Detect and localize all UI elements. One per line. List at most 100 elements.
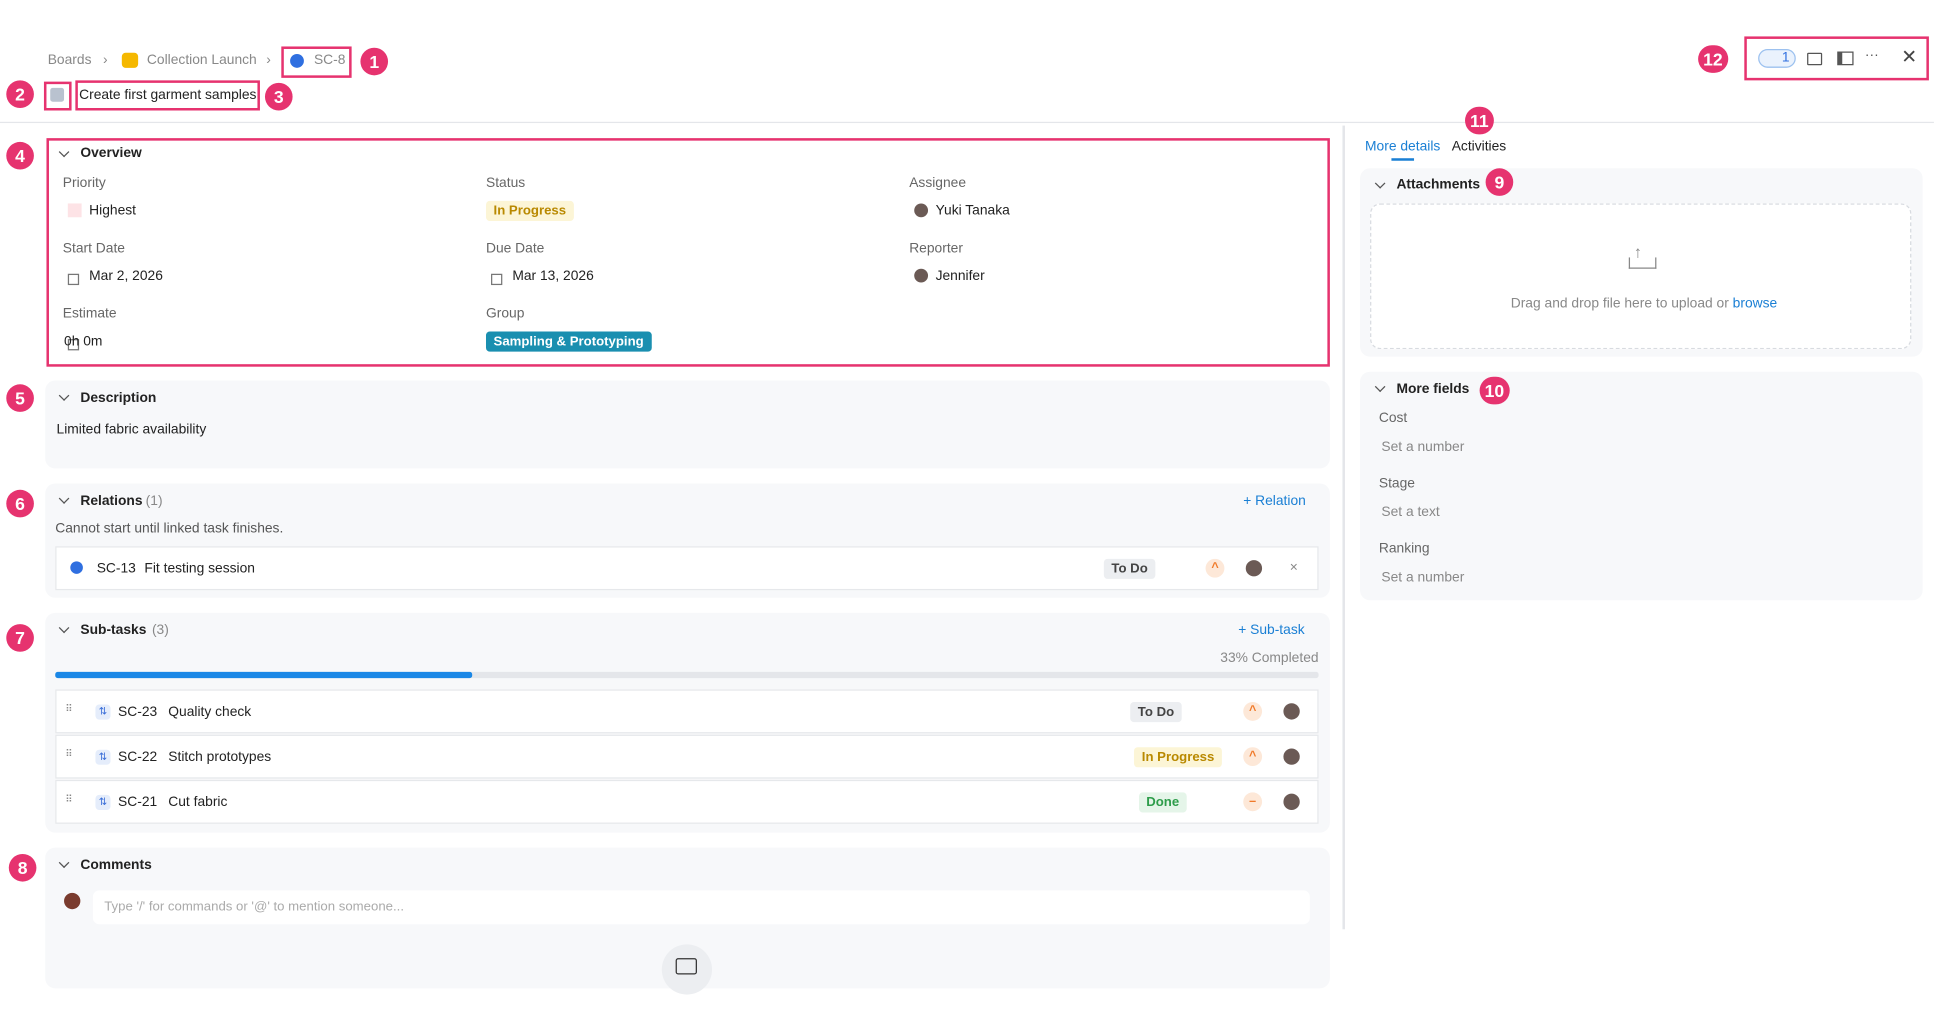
section-heading: Overview xyxy=(80,145,142,161)
sep: › xyxy=(102,52,108,68)
browse-link[interactable]: browse xyxy=(1732,296,1778,312)
subtask-row[interactable]: ⠿ ⇅ SC-22 Stitch prototypes In Progress ^ xyxy=(55,734,1319,779)
task-key: SC-22 xyxy=(118,749,158,765)
task-name: Cut fabric xyxy=(168,794,228,810)
priority-icon: ^ xyxy=(1243,747,1263,767)
avatar xyxy=(1283,793,1300,810)
annotation-badge: 9 xyxy=(1485,168,1514,196)
relations-note: Cannot start until linked task finishes. xyxy=(55,521,284,537)
task-title[interactable]: Create first garment samples xyxy=(79,87,257,103)
field-value[interactable]: Mar 13, 2026 xyxy=(512,268,594,284)
progress-track xyxy=(55,671,1319,679)
subtask-icon: ⇅ xyxy=(95,794,111,810)
breadcrumb[interactable]: SC-8 xyxy=(313,52,346,68)
subtask-icon: ⇅ xyxy=(95,749,111,765)
divider xyxy=(0,121,1934,124)
field-label: Group xyxy=(485,306,525,322)
subtask-row[interactable]: ⠿ ⇅ SC-21 Cut fabric Done – xyxy=(55,779,1319,824)
annotation-badge: 5 xyxy=(6,384,34,412)
subtask-icon: ⇅ xyxy=(95,704,111,720)
field-value[interactable]: Highest xyxy=(89,203,136,219)
count: (3) xyxy=(151,622,169,638)
field-icon xyxy=(914,203,929,218)
icon-button[interactable] xyxy=(1837,51,1854,66)
upload-icon xyxy=(1628,257,1657,269)
close-button[interactable]: ✕ xyxy=(1901,46,1918,68)
avatar xyxy=(1245,560,1263,577)
watchers[interactable]: 1 xyxy=(1758,48,1796,68)
annotation-badge: 7 xyxy=(6,624,34,652)
field-label: Assignee xyxy=(909,175,967,191)
scrollbar xyxy=(1342,125,1345,930)
avatar xyxy=(1283,703,1300,720)
field-placeholder[interactable]: Set a text xyxy=(1381,504,1440,520)
add-subtask[interactable]: + Sub-task xyxy=(1238,622,1305,638)
field-label: Priority xyxy=(62,175,106,191)
add-relation[interactable]: + Relation xyxy=(1243,493,1306,509)
status-chip[interactable]: In Progress xyxy=(485,200,574,222)
annotation-badge: 1 xyxy=(360,47,389,76)
section-heading: Description xyxy=(80,390,157,406)
description-text[interactable]: Limited fabric availability xyxy=(56,421,207,438)
icon-button[interactable] xyxy=(1807,52,1823,66)
tab[interactable]: Activities xyxy=(1451,139,1507,155)
task-key: SC-13 xyxy=(96,561,136,577)
field-label: Due Date xyxy=(485,241,545,257)
priority-icon: ^ xyxy=(1205,558,1225,578)
drag-handle: ⠿ xyxy=(65,703,73,715)
avatar xyxy=(64,892,81,910)
status-chip: Done xyxy=(1138,792,1187,813)
breadcrumb[interactable]: Collection Launch xyxy=(146,52,257,68)
checkbox[interactable] xyxy=(50,87,65,102)
task-key: SC-21 xyxy=(118,794,158,810)
card xyxy=(1360,371,1923,601)
group-chip[interactable]: Sampling & Prototyping xyxy=(485,331,652,352)
field-label: Reporter xyxy=(909,241,963,257)
more-button[interactable]: ··· xyxy=(1864,47,1879,63)
comment-input[interactable] xyxy=(92,890,1310,925)
field-icon xyxy=(67,339,80,351)
task-key: SC-23 xyxy=(118,704,158,720)
task-name: Stitch prototypes xyxy=(168,749,272,765)
field-value[interactable]: 0h 0m xyxy=(64,334,103,350)
status-chip: To Do xyxy=(1130,701,1182,723)
highlight xyxy=(75,80,260,111)
status-chip: In Progress xyxy=(1134,747,1222,768)
subtask-row[interactable]: ⠿ ⇅ SC-23 Quality check To Do ^ xyxy=(55,689,1319,734)
count: (1) xyxy=(145,493,163,509)
field-value[interactable]: Mar 2, 2026 xyxy=(89,268,163,284)
tab[interactable]: More details xyxy=(1365,139,1441,155)
annotation-badge: 8 xyxy=(8,853,37,882)
task-name: Fit testing session xyxy=(144,561,255,577)
field-label: Status xyxy=(485,175,526,191)
comment-placeholder: Type '/' for commands or '@' to mention … xyxy=(104,899,404,915)
task-icon xyxy=(290,53,304,68)
status-chip: To Do xyxy=(1103,558,1156,579)
drag-handle: ⠿ xyxy=(65,793,73,805)
breadcrumb[interactable]: Boards xyxy=(47,52,92,68)
highlight xyxy=(281,46,352,78)
highlight xyxy=(43,81,72,111)
dropzone[interactable] xyxy=(1370,203,1912,350)
section-heading: Sub-tasks xyxy=(80,622,147,638)
field-icon xyxy=(67,203,82,218)
drag-handle: ⠿ xyxy=(65,748,73,760)
progress-bar xyxy=(55,671,473,679)
field-placeholder[interactable]: Set a number xyxy=(1381,570,1465,586)
field-label: Start Date xyxy=(62,241,125,257)
field-value[interactable]: Yuki Tanaka xyxy=(935,203,1010,219)
chat-button[interactable] xyxy=(661,944,713,995)
annotation-badge: 3 xyxy=(264,82,293,111)
field-placeholder[interactable]: Set a number xyxy=(1381,439,1465,455)
tab-underline xyxy=(1391,158,1415,161)
field-value[interactable]: Jennifer xyxy=(935,268,985,284)
highlight xyxy=(1744,36,1929,81)
relation-row[interactable]: SC-13 Fit testing session To Do ^ × xyxy=(55,546,1319,591)
annotation-badge: 4 xyxy=(6,141,34,170)
highlight xyxy=(46,138,1330,367)
field-icon xyxy=(914,268,929,283)
avatar xyxy=(1283,748,1300,765)
drop-text: Drag and drop file here to upload or xyxy=(1510,296,1729,312)
field-label: Cost xyxy=(1378,410,1408,426)
